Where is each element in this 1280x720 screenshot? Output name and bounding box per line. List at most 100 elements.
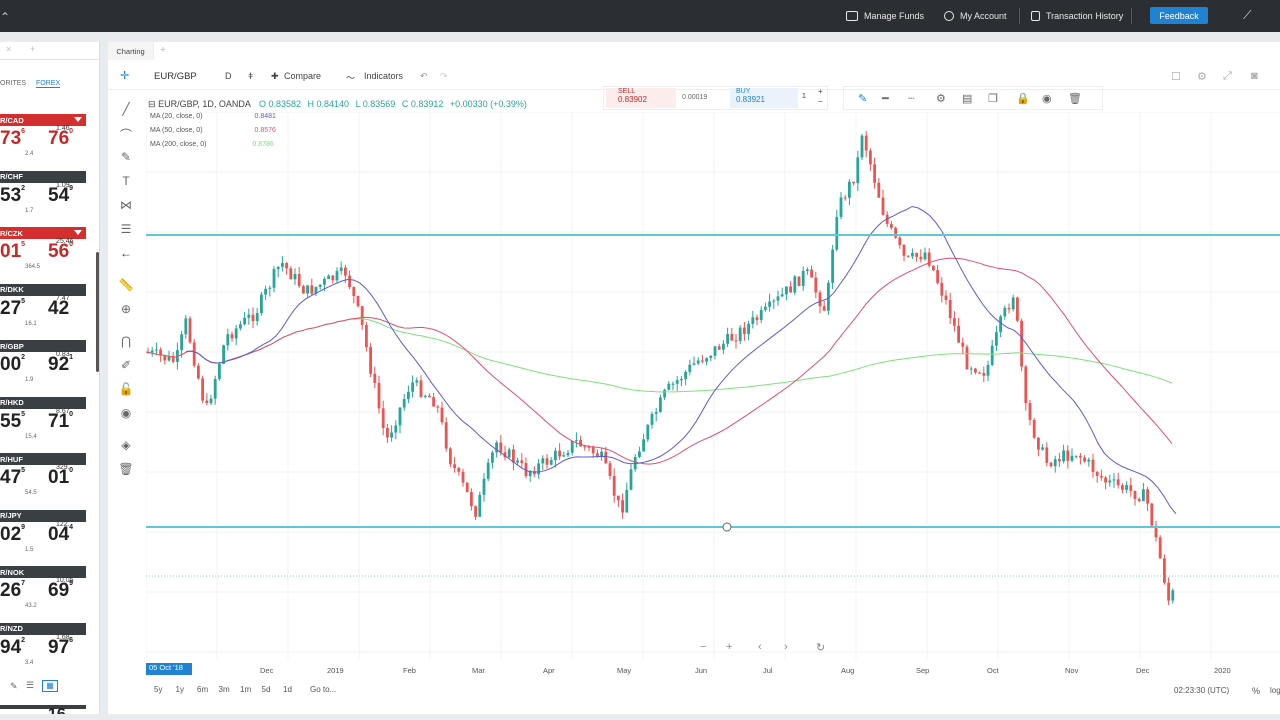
list-item[interactable]: R/JPY 029 122. 044 1.5	[0, 509, 86, 566]
template-icon[interactable]: ▤	[962, 93, 973, 105]
bid-price[interactable]: 275	[0, 297, 26, 319]
compare-icon[interactable]: ✚	[271, 71, 279, 81]
lock-icon[interactable]: 🔓	[118, 382, 134, 396]
add-chart-tab-icon[interactable]: +	[160, 45, 166, 56]
ask-price[interactable]: 560	[48, 241, 74, 262]
settings-icon[interactable]: ⚙	[1197, 71, 1207, 83]
ask-price[interactable]: 976	[48, 636, 74, 658]
bid-price[interactable]: 736	[0, 128, 26, 149]
list-view-icon[interactable]: ☰	[26, 680, 35, 690]
sell-button[interactable]: SELL 0.83902	[606, 88, 676, 108]
zoom-in-icon[interactable]: +	[726, 641, 733, 653]
tab-forex[interactable]: FOREX	[36, 80, 61, 88]
scrollbar[interactable]	[96, 252, 99, 372]
trash-icon[interactable]: 🗑	[118, 462, 134, 476]
list-item[interactable]: R/CAD 736 1.46 760 2.4	[0, 114, 86, 170]
list-item[interactable]: R/GBP 002 0.83 921 1.9	[0, 340, 86, 396]
clone-icon[interactable]: ❐	[988, 93, 998, 105]
legend-ma200[interactable]: MA (200, close, 0) 0.8786	[150, 141, 274, 148]
visibility-icon[interactable]: ◉	[1042, 93, 1052, 105]
chevron-down-icon[interactable]	[74, 230, 82, 235]
gear-icon[interactable]: ⚙	[936, 93, 946, 105]
range-button[interactable]: 3m	[218, 685, 230, 694]
legend-ma50[interactable]: MA (50, close, 0) 0.8576	[150, 127, 276, 134]
pen-tool-icon[interactable]: ✎	[120, 150, 132, 164]
list-item[interactable]: R/DKK 275 7.47 42 16.1	[0, 283, 86, 340]
quantity-input[interactable]: 1	[802, 93, 806, 100]
zoom-out-icon[interactable]: −	[700, 641, 707, 653]
stay-in-drawing-icon[interactable]: ✐	[120, 358, 132, 372]
scroll-right-icon[interactable]: ›	[784, 641, 788, 653]
magnet-icon[interactable]: ⋂	[121, 334, 131, 348]
chevron-down-icon[interactable]	[74, 117, 82, 122]
line-dash-icon[interactable]: ┄	[908, 93, 915, 105]
range-button[interactable]: 1d	[283, 685, 292, 694]
range-button[interactable]: 5d	[261, 685, 271, 694]
launch-icon[interactable]: ⟋	[1243, 8, 1252, 22]
line-tool-icon[interactable]: ╱	[122, 102, 130, 116]
line-style-icon[interactable]: ━	[882, 93, 889, 105]
eye-icon[interactable]: ◉	[120, 406, 132, 420]
redo-icon[interactable]: ↷	[440, 71, 448, 81]
range-button[interactable]: 1m	[240, 685, 252, 694]
delete-icon[interactable]: 🗑	[1068, 93, 1082, 105]
bid-price[interactable]: 942	[0, 636, 26, 658]
ask-price[interactable]: 710	[48, 410, 74, 432]
log-toggle[interactable]: log	[1270, 686, 1280, 695]
ask-price[interactable]: 42	[48, 297, 70, 319]
feedback-button[interactable]: Feedback	[1150, 7, 1208, 24]
ask-price[interactable]: 010	[48, 467, 74, 488]
decrement-icon[interactable]: −	[818, 97, 823, 106]
close-icon[interactable]: ×	[6, 44, 12, 54]
grid-view-icon[interactable]: ▦	[42, 680, 58, 692]
symbol-selector[interactable]: EUR/GBP	[154, 71, 197, 82]
text-tool-icon[interactable]: T	[122, 174, 130, 188]
my-account-button[interactable]: My Account	[944, 0, 1007, 32]
brush-tool-icon[interactable]: ⌒	[119, 128, 132, 142]
indicators-icon[interactable]: 〜	[346, 73, 356, 83]
compare-button[interactable]: Compare	[284, 71, 322, 81]
ask-price[interactable]: 549	[48, 184, 74, 206]
ask-price[interactable]: 921	[48, 354, 74, 375]
goto-button[interactable]: Go to...	[310, 685, 337, 694]
camera-icon[interactable]: ◙	[1251, 70, 1258, 82]
reset-icon[interactable]: ↻	[816, 642, 826, 654]
ask-price[interactable]: 699	[48, 580, 74, 601]
increment-icon[interactable]: +	[818, 87, 823, 96]
menu-icon[interactable]: ⌃	[0, 10, 11, 24]
pencil-icon[interactable]: ✎	[858, 93, 868, 105]
bid-price[interactable]: 029	[0, 523, 26, 545]
price-chart[interactable]	[146, 112, 1280, 660]
bid-price[interactable]: 475	[0, 467, 26, 488]
bid-price[interactable]: 532	[0, 184, 26, 206]
interval-selector[interactable]: D	[225, 71, 232, 81]
line-handle[interactable]	[722, 522, 732, 532]
range-button[interactable]: 5y	[154, 685, 163, 694]
bid-price[interactable]: 267	[0, 580, 26, 601]
tab-charting[interactable]: Charting	[108, 42, 154, 60]
buy-button[interactable]: BUY 0.83921	[730, 88, 798, 108]
list-item[interactable]: R/HUF 475 329. 010 54.5	[0, 453, 86, 509]
list-item[interactable]: R/CZK 015 25.46 560 364.5	[0, 227, 86, 283]
bid-price[interactable]: 015	[0, 241, 26, 262]
pattern-tool-icon[interactable]: ⋈	[120, 198, 132, 212]
edit-icon[interactable]: ✎	[10, 681, 18, 691]
transaction-history-button[interactable]: Transaction History	[1031, 0, 1123, 32]
zoom-icon[interactable]: ⊕	[120, 302, 132, 316]
legend-ma20[interactable]: MA (20, close, 0) 0.8481	[150, 113, 276, 120]
fib-tool-icon[interactable]: ☰	[120, 222, 132, 236]
range-button[interactable]: 6m	[197, 685, 209, 694]
list-item[interactable]: R/NZD 942 1.68 976 3.4	[0, 622, 86, 679]
back-arrow-icon[interactable]: ←	[120, 246, 132, 260]
expand-icon[interactable]: ⤢	[1223, 70, 1232, 82]
lock-drawing-icon[interactable]: 🔒	[1016, 93, 1030, 105]
indicators-button[interactable]: Indicators	[364, 71, 404, 81]
ask-price[interactable]: 760	[48, 128, 74, 149]
list-item[interactable]: R/HKD 555 8.67 710 15.4	[0, 396, 86, 453]
bid-price[interactable]: 555	[0, 410, 26, 432]
undo-icon[interactable]: ↶	[420, 71, 428, 81]
collapse-icon[interactable]: ⊟	[148, 99, 156, 109]
ruler-icon[interactable]: 📏	[118, 278, 134, 292]
percent-toggle[interactable]: %	[1252, 686, 1261, 696]
ask-price[interactable]: 044	[48, 523, 74, 545]
